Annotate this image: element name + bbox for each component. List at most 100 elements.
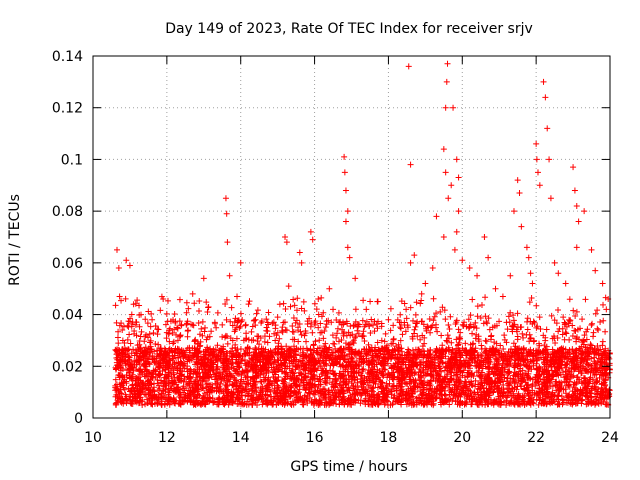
- data-point: [474, 313, 481, 320]
- data-point: [402, 328, 409, 335]
- data-point: [452, 320, 459, 327]
- data-point: [290, 314, 297, 321]
- data-point: [419, 318, 426, 325]
- data-point: [279, 329, 286, 336]
- data-point: [297, 328, 304, 335]
- data-point: [314, 351, 321, 358]
- data-point: [320, 309, 327, 316]
- data-point: [495, 361, 502, 368]
- data-point: [293, 317, 300, 324]
- data-point: [559, 325, 566, 332]
- data-point: [148, 373, 155, 380]
- data-point: [214, 342, 221, 349]
- data-point: [462, 400, 469, 407]
- data-point: [272, 337, 279, 344]
- data-point: [387, 327, 394, 334]
- data-point: [362, 321, 369, 328]
- data-point: [146, 339, 153, 346]
- data-point: [141, 338, 148, 345]
- data-point: [398, 298, 405, 305]
- data-point: [455, 326, 462, 333]
- data-point: [465, 316, 472, 323]
- data-point: [367, 298, 374, 305]
- data-point: [497, 371, 504, 378]
- data-point: [350, 359, 357, 366]
- data-point: [590, 333, 597, 340]
- data-point: [201, 328, 208, 335]
- grid-lines: [93, 56, 610, 418]
- data-point: [370, 322, 377, 329]
- data-point: [311, 300, 318, 307]
- data-point: [112, 387, 119, 394]
- data-point: [589, 320, 596, 327]
- data-point: [185, 327, 192, 334]
- data-point: [487, 333, 494, 340]
- data-point: [223, 296, 230, 303]
- data-point: [330, 340, 337, 347]
- data-point: [531, 319, 538, 326]
- data-point: [505, 313, 512, 320]
- data-point: [283, 343, 290, 350]
- data-point: [482, 313, 489, 320]
- data-point: [183, 299, 190, 306]
- data-point: [510, 340, 517, 347]
- data-point: [156, 372, 163, 379]
- data-point: [446, 325, 453, 332]
- data-point: [358, 382, 365, 389]
- chart-title: Day 149 of 2023, Rate Of TEC Index for r…: [165, 21, 533, 37]
- data-point: [133, 332, 140, 339]
- data-point: [352, 306, 359, 313]
- data-point: [199, 318, 206, 325]
- data-point: [233, 335, 240, 342]
- data-point: [430, 295, 437, 302]
- data-point: [371, 328, 378, 335]
- data-point: [462, 340, 469, 347]
- data-point: [124, 336, 131, 343]
- data-point: [113, 319, 120, 326]
- data-point: [514, 333, 521, 340]
- data-point: [246, 298, 253, 305]
- data-point: [594, 307, 601, 314]
- data-point: [512, 343, 519, 350]
- data-point: [478, 353, 485, 360]
- data-point: [126, 331, 133, 338]
- data-point: [184, 333, 191, 340]
- data-point: [228, 304, 235, 311]
- data-point: [564, 349, 571, 356]
- data-point: [569, 333, 576, 340]
- data-point: [345, 329, 352, 336]
- data-point: [228, 364, 235, 371]
- data-point: [229, 322, 236, 329]
- data-point: [592, 310, 599, 317]
- data-point: [269, 320, 276, 327]
- data-point: [174, 325, 181, 332]
- data-point: [599, 338, 606, 345]
- data-point: [198, 325, 205, 332]
- data-point: [294, 375, 301, 382]
- data-point: [142, 401, 149, 408]
- data-point: [478, 301, 485, 308]
- data-point: [242, 321, 249, 328]
- data-point: [318, 313, 325, 320]
- data-point: [214, 384, 221, 391]
- data-point: [317, 329, 324, 336]
- data-point: [438, 332, 445, 339]
- data-point: [208, 328, 215, 335]
- data-point: [482, 348, 489, 355]
- data-point: [570, 307, 577, 314]
- data-point: [293, 307, 300, 314]
- data-point: [158, 379, 165, 386]
- data-point: [115, 340, 122, 347]
- data-point: [508, 346, 515, 353]
- data-point: [367, 329, 374, 336]
- data-point: [555, 306, 562, 313]
- data-point: [138, 328, 145, 335]
- data-point: [290, 328, 297, 335]
- data-point: [317, 320, 324, 327]
- data-point: [524, 315, 531, 322]
- data-point: [493, 340, 500, 347]
- data-point: [300, 298, 307, 305]
- data-point: [144, 320, 151, 327]
- data-point: [195, 320, 202, 327]
